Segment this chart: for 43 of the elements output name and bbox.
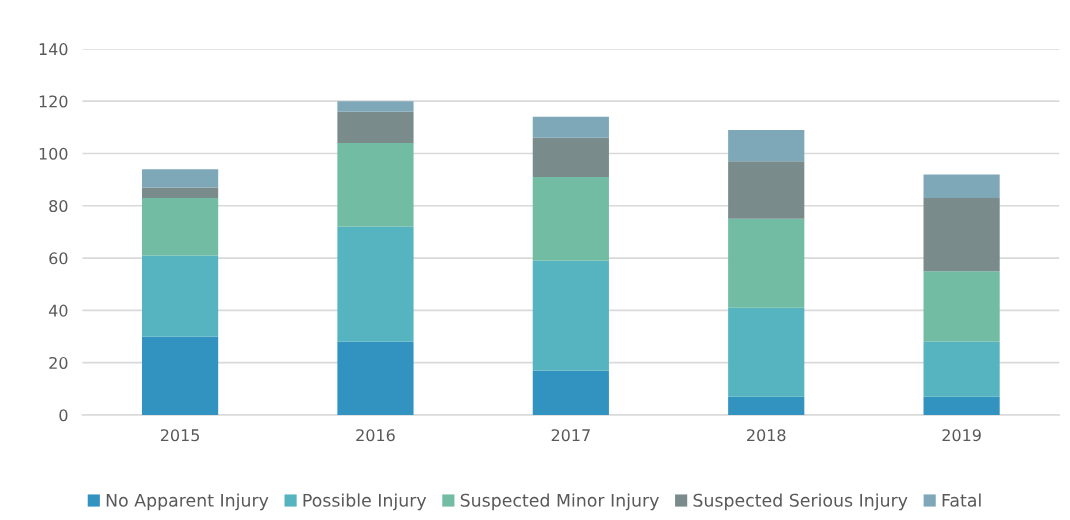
legend-label: Suspected Minor Injury [460,493,659,511]
bar [923,396,1000,415]
bar [532,260,609,371]
bar [337,111,414,144]
bar [728,307,805,397]
y-tick-label: 100 [39,147,68,160]
bar [337,143,414,227]
bar [141,197,219,256]
bar [532,370,609,415]
bar [532,137,609,178]
bar [141,336,219,415]
bar [337,341,414,415]
bar [337,226,414,342]
legend-label: No Apparent Injury [106,493,269,511]
x-tick-label: 2019 [942,429,981,442]
bar [141,169,219,188]
y-tick-label: 20 [49,356,68,369]
y-tick-label: 140 [39,43,68,56]
bar [923,197,1000,272]
bar [532,116,609,138]
x-tick-label: 2017 [551,429,590,442]
bar [923,341,1000,397]
y-tick-label: 0 [59,409,68,422]
y-tick-label: 40 [48,304,68,317]
bar [923,174,1000,198]
x-tick-label: 2016 [356,429,395,442]
y-tick-label: 120 [39,95,68,108]
x-tick-label: 2015 [160,429,200,442]
legend-label: Possible Injury [303,493,427,511]
y-tick-label: 60 [49,252,68,265]
bar [728,129,805,162]
legend-label: Fatal [942,493,981,507]
bar [141,187,219,198]
bar [728,396,805,415]
bar [728,161,805,219]
y-tick-label: 80 [49,199,68,213]
bar [923,271,1000,342]
x-tick-label: 2018 [747,429,786,442]
bar [728,218,805,308]
legend-label: Suspected Serious Injury [693,493,908,511]
bar [141,255,219,337]
bar [532,177,609,261]
bar [337,101,414,112]
